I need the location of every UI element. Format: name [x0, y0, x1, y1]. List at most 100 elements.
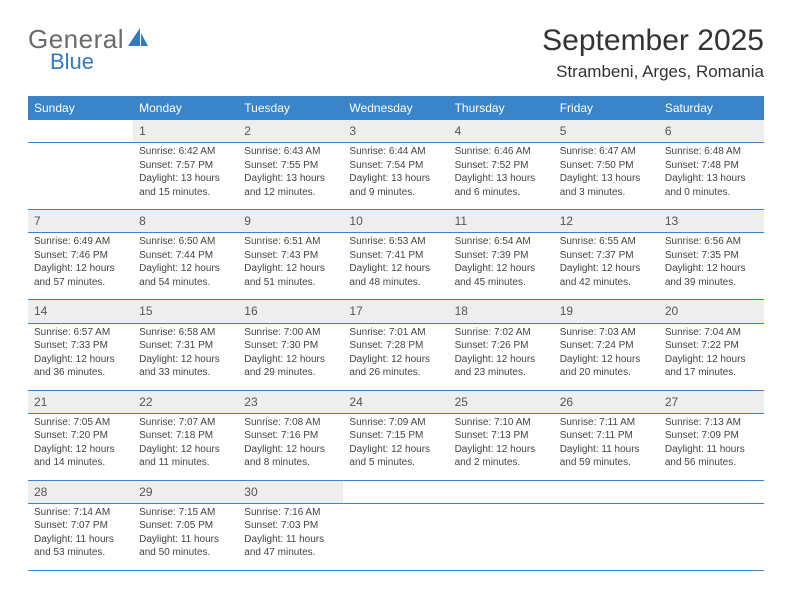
day-cell: Sunrise: 6:56 AMSunset: 7:35 PMDaylight:… [659, 233, 764, 300]
day-number: 20 [659, 300, 764, 322]
daylight-text-2: and 2 minutes. [455, 456, 548, 470]
sunset-text: Sunset: 7:22 PM [665, 339, 758, 353]
daylight-text-2: and 42 minutes. [560, 276, 653, 290]
day-number: 9 [238, 210, 343, 232]
sunset-text: Sunset: 7:46 PM [34, 249, 127, 263]
day-number-cell: 23 [238, 390, 343, 413]
day-number-cell: 26 [554, 390, 659, 413]
day-cell: Sunrise: 7:15 AMSunset: 7:05 PMDaylight:… [133, 503, 238, 570]
daylight-text-1: Daylight: 12 hours [349, 443, 442, 457]
daylight-text-1: Daylight: 13 hours [560, 172, 653, 186]
day-number-cell: 20 [659, 300, 764, 323]
daylight-text-1: Daylight: 12 hours [455, 443, 548, 457]
day-number: 11 [449, 210, 554, 232]
sunset-text: Sunset: 7:44 PM [139, 249, 232, 263]
day-number: 22 [133, 391, 238, 413]
sunrise-text: Sunrise: 6:57 AM [34, 326, 127, 340]
daylight-text-2: and 11 minutes. [139, 456, 232, 470]
daylight-text-2: and 45 minutes. [455, 276, 548, 290]
weekday-header: Monday [133, 96, 238, 120]
day-cell: Sunrise: 6:43 AMSunset: 7:55 PMDaylight:… [238, 143, 343, 210]
daylight-text-1: Daylight: 12 hours [139, 353, 232, 367]
day-cell: Sunrise: 6:53 AMSunset: 7:41 PMDaylight:… [343, 233, 448, 300]
daylight-text-1: Daylight: 12 hours [244, 353, 337, 367]
weekday-header: Saturday [659, 96, 764, 120]
day-number-row: 282930 [28, 480, 764, 503]
day-cell [449, 503, 554, 570]
daylight-text-1: Daylight: 12 hours [560, 353, 653, 367]
sunset-text: Sunset: 7:20 PM [34, 429, 127, 443]
daylight-text-1: Daylight: 11 hours [244, 533, 337, 547]
daylight-text-2: and 33 minutes. [139, 366, 232, 380]
day-number-cell: 21 [28, 390, 133, 413]
day-number-cell [554, 480, 659, 503]
day-cell: Sunrise: 7:13 AMSunset: 7:09 PMDaylight:… [659, 413, 764, 480]
day-cell: Sunrise: 6:46 AMSunset: 7:52 PMDaylight:… [449, 143, 554, 210]
day-number-cell: 14 [28, 300, 133, 323]
day-cell [659, 503, 764, 570]
sunset-text: Sunset: 7:18 PM [139, 429, 232, 443]
day-number-cell: 2 [238, 120, 343, 143]
sunrise-text: Sunrise: 6:55 AM [560, 235, 653, 249]
day-cell: Sunrise: 6:54 AMSunset: 7:39 PMDaylight:… [449, 233, 554, 300]
day-content-row: Sunrise: 6:42 AMSunset: 7:57 PMDaylight:… [28, 143, 764, 210]
sail-icon [126, 26, 150, 53]
daylight-text-2: and 39 minutes. [665, 276, 758, 290]
sunrise-text: Sunrise: 7:13 AM [665, 416, 758, 430]
daylight-text-2: and 12 minutes. [244, 186, 337, 200]
day-number: 25 [449, 391, 554, 413]
daylight-text-2: and 17 minutes. [665, 366, 758, 380]
day-number: 12 [554, 210, 659, 232]
day-number-row: 123456 [28, 120, 764, 143]
day-number-cell [343, 480, 448, 503]
day-cell: Sunrise: 6:57 AMSunset: 7:33 PMDaylight:… [28, 323, 133, 390]
sunrise-text: Sunrise: 6:53 AM [349, 235, 442, 249]
sunset-text: Sunset: 7:16 PM [244, 429, 337, 443]
sunset-text: Sunset: 7:26 PM [455, 339, 548, 353]
sunset-text: Sunset: 7:35 PM [665, 249, 758, 263]
daylight-text-2: and 20 minutes. [560, 366, 653, 380]
day-number-cell [28, 120, 133, 143]
day-cell: Sunrise: 6:47 AMSunset: 7:50 PMDaylight:… [554, 143, 659, 210]
daylight-text-2: and 51 minutes. [244, 276, 337, 290]
day-cell: Sunrise: 6:50 AMSunset: 7:44 PMDaylight:… [133, 233, 238, 300]
daylight-text-2: and 5 minutes. [349, 456, 442, 470]
daylight-text-1: Daylight: 12 hours [455, 262, 548, 276]
sunrise-text: Sunrise: 7:16 AM [244, 506, 337, 520]
day-number-cell: 24 [343, 390, 448, 413]
day-number-cell: 7 [28, 210, 133, 233]
sunset-text: Sunset: 7:31 PM [139, 339, 232, 353]
sunrise-text: Sunrise: 7:00 AM [244, 326, 337, 340]
sunset-text: Sunset: 7:11 PM [560, 429, 653, 443]
day-number-cell: 28 [28, 480, 133, 503]
daylight-text-2: and 57 minutes. [34, 276, 127, 290]
sunrise-text: Sunrise: 7:14 AM [34, 506, 127, 520]
day-cell [343, 503, 448, 570]
daylight-text-2: and 14 minutes. [34, 456, 127, 470]
daylight-text-1: Daylight: 13 hours [244, 172, 337, 186]
day-number: 21 [28, 391, 133, 413]
sunset-text: Sunset: 7:57 PM [139, 159, 232, 173]
sunset-text: Sunset: 7:09 PM [665, 429, 758, 443]
daylight-text-2: and 53 minutes. [34, 546, 127, 560]
day-cell: Sunrise: 7:16 AMSunset: 7:03 PMDaylight:… [238, 503, 343, 570]
daylight-text-2: and 23 minutes. [455, 366, 548, 380]
sunrise-text: Sunrise: 7:02 AM [455, 326, 548, 340]
day-number: 18 [449, 300, 554, 322]
day-number: 1 [133, 120, 238, 142]
day-number: 13 [659, 210, 764, 232]
weekday-header: Tuesday [238, 96, 343, 120]
day-number-cell: 15 [133, 300, 238, 323]
sunset-text: Sunset: 7:54 PM [349, 159, 442, 173]
daylight-text-2: and 47 minutes. [244, 546, 337, 560]
day-number: 16 [238, 300, 343, 322]
day-number: 10 [343, 210, 448, 232]
daylight-text-2: and 0 minutes. [665, 186, 758, 200]
sunset-text: Sunset: 7:37 PM [560, 249, 653, 263]
daylight-text-2: and 6 minutes. [455, 186, 548, 200]
day-cell: Sunrise: 7:09 AMSunset: 7:15 PMDaylight:… [343, 413, 448, 480]
day-number-cell: 17 [343, 300, 448, 323]
day-cell [28, 143, 133, 210]
day-cell: Sunrise: 6:55 AMSunset: 7:37 PMDaylight:… [554, 233, 659, 300]
month-title: September 2025 [542, 24, 764, 58]
